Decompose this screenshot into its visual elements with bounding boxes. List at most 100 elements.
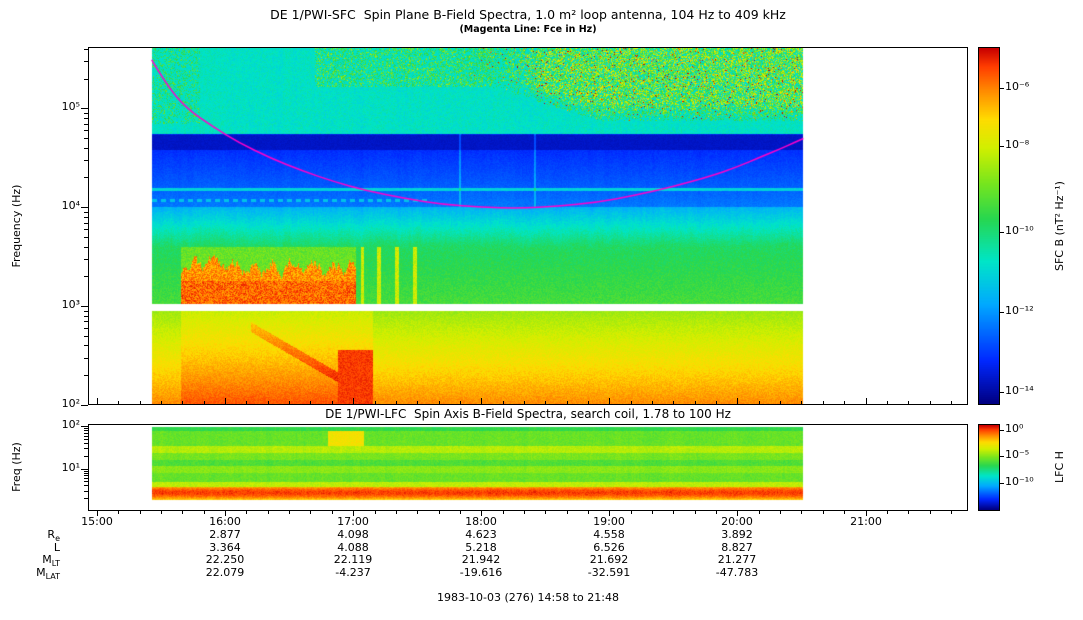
sfc-y-tick <box>81 306 88 307</box>
sfc-colorbar-tick-label: 10⁻¹² <box>1005 304 1034 317</box>
sfc-x-tick <box>161 401 162 405</box>
sfc-colorbar-tick <box>1000 146 1004 147</box>
lfc-plot-title: DE 1/PWI-LFC Spin Axis B-Field Spectra, … <box>325 407 731 421</box>
sfc-y-minor-tick <box>84 336 88 337</box>
lfc-y-minor-tick <box>84 436 88 437</box>
lfc-x-tick <box>801 511 802 514</box>
lfc-y-minor-tick <box>84 439 88 440</box>
sfc-x-tick <box>310 401 311 405</box>
sfc-y-minor-tick <box>84 118 88 119</box>
sfc-plot-title: DE 1/PWI-SFC Spin Plane B-Field Spectra,… <box>270 7 786 22</box>
sfc-x-tick <box>588 401 589 405</box>
lfc-x-tick <box>396 511 397 514</box>
ephemeris-value: 2.877 <box>209 528 241 541</box>
ephemeris-row-label: MLAT <box>16 566 60 581</box>
sfc-x-tick <box>737 398 738 405</box>
sfc-x-tick <box>609 398 610 405</box>
sfc-x-tick <box>673 401 674 405</box>
lfc-colorbar <box>978 424 1000 511</box>
lfc-spectrogram-panel <box>88 424 968 511</box>
ephemeris-row-label-base: R <box>47 528 56 541</box>
lfc-x-tick <box>353 511 354 516</box>
sfc-y-minor-tick <box>84 276 88 277</box>
sfc-y-minor-tick <box>84 61 88 62</box>
lfc-x-tick <box>866 511 867 516</box>
sfc-x-tick <box>460 401 461 405</box>
lfc-x-tick <box>609 511 610 516</box>
lfc-x-tick <box>246 511 247 514</box>
sfc-x-tick <box>417 401 418 405</box>
sfc-y-tick-label: 10⁵ <box>61 100 80 113</box>
sfc-y-minor-tick <box>84 345 88 346</box>
sfc-x-tick <box>97 398 98 405</box>
lfc-colorbar-canvas <box>979 425 999 510</box>
lfc-colorbar-tick <box>1000 430 1004 431</box>
sfc-x-tick <box>759 401 760 405</box>
time-tick-label: 20:00 <box>721 515 753 528</box>
lfc-x-tick <box>268 511 269 514</box>
sfc-y-tick-label: 10² <box>61 397 80 410</box>
lfc-x-tick <box>631 511 632 514</box>
lfc-y-minor-tick <box>84 443 88 444</box>
lfc-x-tick <box>310 511 311 514</box>
lfc-y-minor-tick <box>84 430 88 431</box>
sfc-y-minor-tick <box>84 223 88 224</box>
sfc-y-tick-label: 10³ <box>61 298 80 311</box>
ephemeris-value: 3.892 <box>721 528 753 541</box>
sfc-plot-subtitle: (Magenta Line: Fce in Hz) <box>459 24 597 35</box>
ephemeris-value: -47.783 <box>715 566 759 580</box>
lfc-colorbar-tick-label: 10⁰ <box>1005 422 1024 435</box>
lfc-y-minor-tick <box>84 478 88 479</box>
sfc-colorbar-tick-label: 10⁻⁸ <box>1005 138 1030 151</box>
ephemeris-value: 22.119 <box>333 553 373 567</box>
lfc-colorbar-tick-label: 10⁻¹⁰ <box>1005 475 1034 488</box>
sfc-x-tick <box>182 401 183 405</box>
ephemeris-value: 21.692 <box>589 553 629 567</box>
sfc-y-minor-tick <box>84 259 88 260</box>
sfc-x-tick <box>844 401 845 405</box>
lfc-x-tick <box>951 511 952 514</box>
sfc-x-tick <box>503 401 504 405</box>
lfc-y-minor-tick <box>84 456 88 457</box>
ephemeris-row-label: MLT <box>16 553 60 568</box>
ephemeris-row-label-base: M <box>42 553 52 567</box>
sfc-y-minor-tick <box>84 177 88 178</box>
ephemeris-value: 4.558 <box>593 528 625 541</box>
lfc-x-tick <box>567 511 568 514</box>
lfc-y-minor-tick <box>84 471 88 472</box>
ephemeris-value: 22.250 <box>205 553 245 567</box>
sfc-spectrogram-panel <box>88 47 968 405</box>
lfc-y-minor-tick <box>84 491 88 492</box>
ephemeris-row-label-base: M <box>36 566 46 580</box>
lfc-y-tick <box>81 469 88 470</box>
lfc-x-tick <box>908 511 909 514</box>
ephemeris-value: 21.942 <box>461 553 501 567</box>
sfc-x-tick <box>268 401 269 405</box>
sfc-x-tick <box>908 401 909 405</box>
time-tick-label: 17:00 <box>337 515 369 528</box>
sfc-colorbar-tick <box>1000 392 1004 393</box>
sfc-x-tick <box>652 401 653 405</box>
time-tick-label: 21:00 <box>850 515 882 528</box>
ephemeris-row-label: L <box>16 541 60 554</box>
lfc-x-tick <box>673 511 674 514</box>
sfc-y-minor-tick <box>84 358 88 359</box>
sfc-y-minor-tick <box>84 79 88 80</box>
lfc-x-tick <box>716 511 717 514</box>
sfc-x-tick <box>780 401 781 405</box>
sfc-y-minor-tick <box>84 229 88 230</box>
sfc-colorbar-tick-label: 10⁻⁶ <box>1005 80 1030 93</box>
sfc-colorbar <box>978 47 1000 405</box>
lfc-x-tick <box>332 511 333 514</box>
sfc-x-tick <box>481 398 482 405</box>
lfc-x-tick <box>759 511 760 514</box>
lfc-x-tick <box>503 511 504 514</box>
ephemeris-value: -32.591 <box>587 566 631 580</box>
lfc-x-tick <box>460 511 461 514</box>
sfc-colorbar-tick <box>1000 232 1004 233</box>
sfc-y-minor-tick <box>84 113 88 114</box>
sfc-y-minor-tick <box>84 212 88 213</box>
ephemeris-value: 4.623 <box>465 528 497 541</box>
sfc-colorbar-tick <box>1000 88 1004 89</box>
